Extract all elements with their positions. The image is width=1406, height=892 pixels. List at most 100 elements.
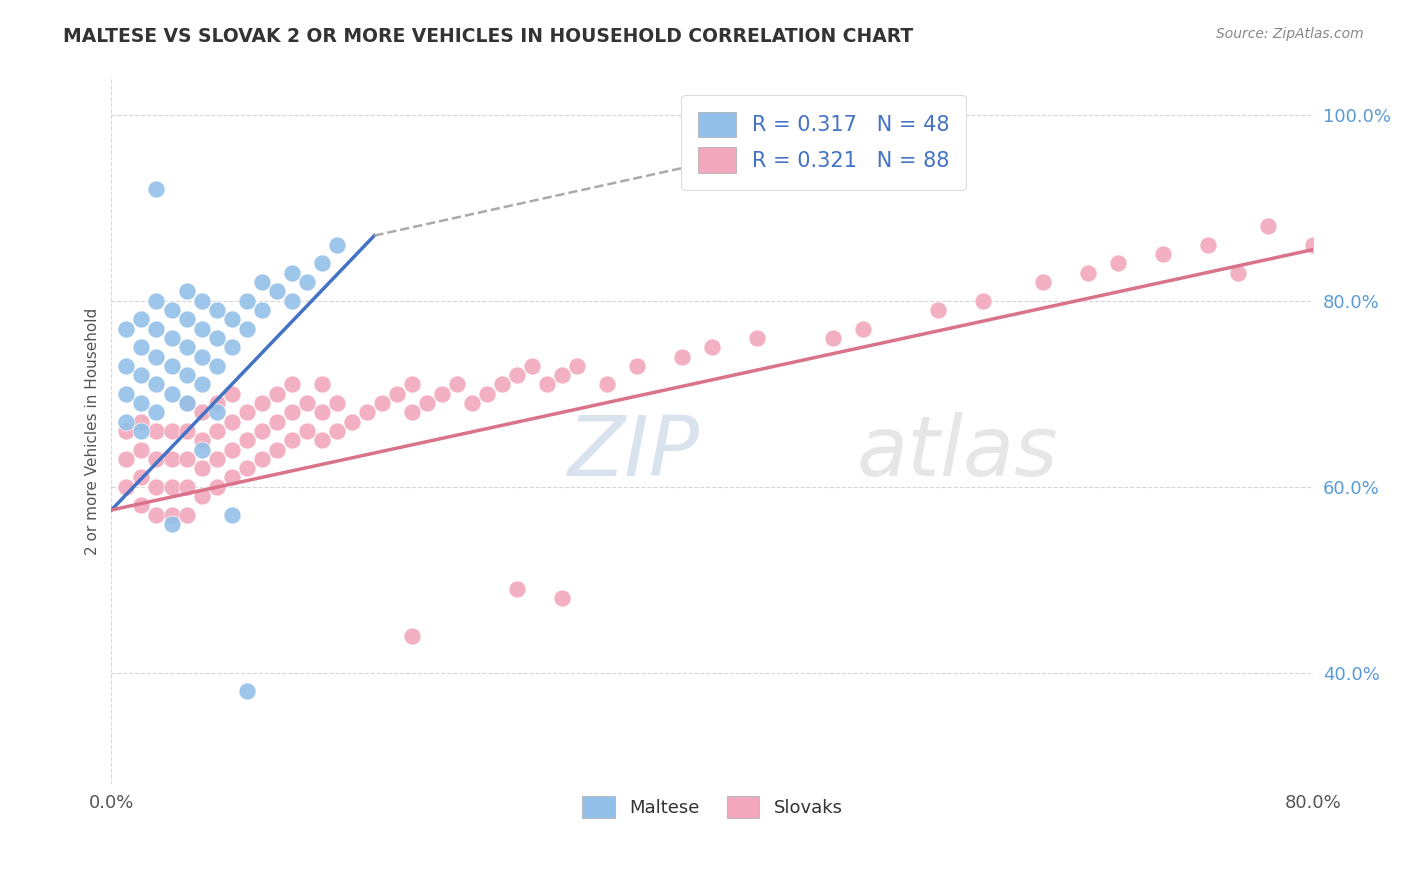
Point [235, 684, 257, 698]
Point [1197, 238, 1219, 252]
Point [401, 377, 423, 392]
Point [160, 424, 183, 438]
Point [401, 629, 423, 643]
Point [145, 480, 167, 494]
Point [1032, 275, 1054, 289]
Point [536, 377, 558, 392]
Point [311, 377, 333, 392]
Point [1152, 247, 1174, 261]
Text: MALTESE VS SLOVAK 2 OR MORE VEHICLES IN HOUSEHOLD CORRELATION CHART: MALTESE VS SLOVAK 2 OR MORE VEHICLES IN … [63, 27, 914, 45]
Point [266, 285, 288, 299]
Point [190, 350, 212, 364]
Point [176, 508, 198, 522]
Point [115, 321, 138, 335]
Point [190, 442, 212, 457]
Point [131, 340, 153, 354]
Point [221, 508, 243, 522]
Point [326, 238, 349, 252]
Point [385, 386, 408, 401]
Point [340, 415, 363, 429]
Point [145, 293, 167, 308]
Point [295, 275, 318, 289]
Point [205, 424, 228, 438]
Point [131, 312, 153, 326]
Point [145, 321, 167, 335]
Point [250, 451, 273, 466]
Y-axis label: 2 or more Vehicles in Household: 2 or more Vehicles in Household [86, 308, 100, 555]
Point [596, 377, 619, 392]
Point [190, 489, 212, 503]
Point [176, 451, 198, 466]
Point [221, 470, 243, 484]
Point [551, 368, 574, 383]
Point [671, 350, 693, 364]
Point [461, 396, 484, 410]
Point [280, 377, 302, 392]
Point [176, 368, 198, 383]
Point [176, 285, 198, 299]
Point [145, 451, 167, 466]
Point [851, 321, 873, 335]
Point [416, 396, 439, 410]
Point [1077, 266, 1099, 280]
Point [205, 331, 228, 345]
Point [250, 424, 273, 438]
Point [626, 359, 648, 373]
Text: ZIP: ZIP [568, 411, 700, 492]
Point [520, 359, 543, 373]
Point [145, 508, 167, 522]
Point [131, 442, 153, 457]
Point [205, 303, 228, 318]
Point [747, 331, 769, 345]
Point [295, 396, 318, 410]
Point [205, 451, 228, 466]
Point [266, 386, 288, 401]
Point [131, 415, 153, 429]
Point [145, 377, 167, 392]
Point [475, 386, 498, 401]
Point [266, 442, 288, 457]
Point [160, 359, 183, 373]
Point [160, 508, 183, 522]
Point [1257, 219, 1279, 234]
Point [927, 303, 949, 318]
Point [115, 415, 138, 429]
Point [131, 499, 153, 513]
Point [205, 480, 228, 494]
Point [176, 340, 198, 354]
Point [190, 321, 212, 335]
Point [115, 480, 138, 494]
Point [145, 350, 167, 364]
Point [176, 312, 198, 326]
Point [506, 368, 529, 383]
Point [311, 405, 333, 419]
Point [190, 377, 212, 392]
Point [115, 451, 138, 466]
Point [235, 405, 257, 419]
Point [1107, 256, 1129, 270]
Point [491, 377, 513, 392]
Point [280, 266, 302, 280]
Point [702, 340, 724, 354]
Point [565, 359, 588, 373]
Point [160, 303, 183, 318]
Point [190, 405, 212, 419]
Point [235, 434, 257, 448]
Legend: Maltese, Slovaks: Maltese, Slovaks [575, 789, 849, 825]
Point [131, 396, 153, 410]
Point [326, 424, 349, 438]
Point [401, 405, 423, 419]
Point [235, 293, 257, 308]
Point [1302, 238, 1324, 252]
Text: Source: ZipAtlas.com: Source: ZipAtlas.com [1216, 27, 1364, 41]
Point [115, 386, 138, 401]
Point [356, 405, 378, 419]
Point [221, 442, 243, 457]
Point [250, 396, 273, 410]
Point [145, 424, 167, 438]
Point [221, 415, 243, 429]
Point [160, 331, 183, 345]
Point [190, 434, 212, 448]
Point [190, 293, 212, 308]
Point [326, 396, 349, 410]
